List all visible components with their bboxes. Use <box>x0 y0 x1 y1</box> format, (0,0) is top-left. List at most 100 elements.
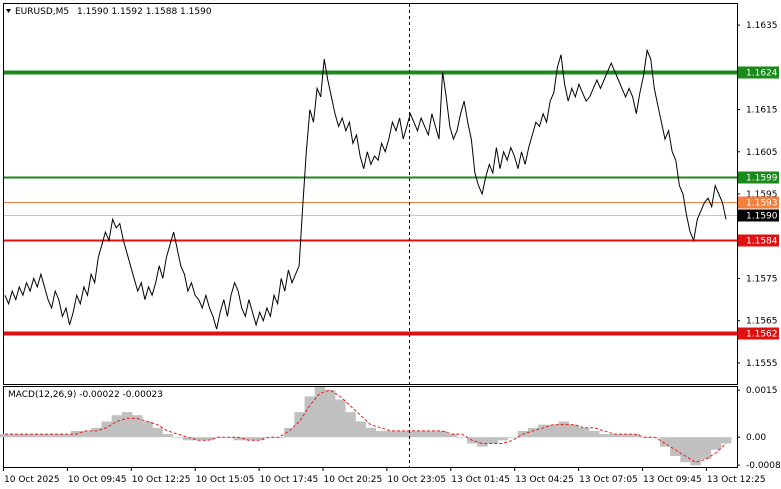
macd-histogram-bar <box>629 434 641 438</box>
time-tick-label: 10 Oct 17:45 <box>260 475 319 485</box>
macd-histogram-bar <box>446 434 458 438</box>
macd-histogram-bar <box>487 437 498 444</box>
time-tick-label: 10 Oct 2025 <box>4 475 60 485</box>
macd-histogram-bar <box>497 437 509 441</box>
price-tick-label: 1.1575 <box>746 274 778 284</box>
price-level-tag <box>738 171 779 184</box>
price-level-label: 1.1593 <box>746 199 778 209</box>
price-level-tag <box>738 209 779 222</box>
macd-label: MACD(12,26,9) -0.00022 -0.00023 <box>8 390 163 400</box>
ohlc-values: 1.1590 1.1592 1.1588 1.1590 <box>77 7 212 17</box>
macd-layer <box>0 387 732 466</box>
macd-histogram-bar <box>152 427 163 438</box>
macd-histogram-bar <box>203 437 214 441</box>
macd-histogram-bar <box>548 424 559 438</box>
macd-histogram-bar <box>192 437 204 441</box>
macd-histogram-bar <box>253 437 265 441</box>
macd-histogram-bar <box>375 430 387 438</box>
dropdown-arrow-icon[interactable] <box>6 9 11 13</box>
macd-histogram-bar <box>710 437 722 450</box>
macd-histogram-bar <box>477 437 488 447</box>
macd-histogram-bar <box>121 412 133 438</box>
macd-histogram-bar <box>345 412 356 438</box>
time-tick-label: 10 Oct 23:05 <box>387 475 446 485</box>
macd-histogram-bar <box>700 437 712 460</box>
price-series <box>4 48 727 330</box>
macd-histogram-bar <box>680 437 691 463</box>
macd-signal-line <box>5 389 727 463</box>
macd-histogram-bar <box>558 421 569 438</box>
macd-histogram-bar <box>599 434 610 438</box>
time-axis: 10 Oct 2025 10 Oct 09:45 10 Oct 12:25 10 Oc… <box>3 467 766 485</box>
macd-histogram-bar <box>243 437 255 441</box>
macd-histogram-bar <box>142 421 153 438</box>
price-tick-label: 1.1595 <box>746 190 778 200</box>
price-tick-label: 1.1615 <box>746 106 778 116</box>
macd-histogram-bar <box>284 427 295 438</box>
macd-histogram-bar <box>690 437 702 466</box>
macd-histogram-bar <box>395 430 407 438</box>
price-level-tag <box>738 196 779 209</box>
macd-histogram-bar <box>60 434 72 438</box>
macd-histogram-bar <box>40 434 52 438</box>
price-level-tag <box>738 234 779 247</box>
price-tick-label: 1.1635 <box>746 21 778 31</box>
time-tick-label: 10 Oct 20:25 <box>324 475 383 485</box>
time-tick-label: 13 Oct 04:25 <box>515 475 574 485</box>
macd-histogram-bar <box>670 437 681 457</box>
price-level-label: 1.1599 <box>746 174 778 184</box>
price-line <box>4 48 727 330</box>
macd-histogram-bar <box>385 430 397 438</box>
macd-histogram-bar <box>568 424 580 438</box>
macd-histogram-bar <box>111 415 123 438</box>
macd-histogram-bar <box>162 434 173 438</box>
price-tick-label: 1.1565 <box>746 317 778 327</box>
macd-tick-label: 0.0015 <box>746 386 778 396</box>
macd-histogram-bar <box>172 437 184 438</box>
time-tick-label: 13 Oct 09:45 <box>643 475 702 485</box>
time-tick-label: 13 Oct 01:45 <box>451 475 510 485</box>
macd-histogram-bar <box>81 430 92 438</box>
main-chart-frame <box>3 3 738 385</box>
macd-histogram-bar <box>720 437 732 444</box>
time-tick-label: 10 Oct 15:05 <box>196 475 255 485</box>
macd-histogram-bar <box>578 427 590 438</box>
macd-histogram-bar <box>304 396 316 438</box>
macd-histogram-bar <box>101 421 113 438</box>
macd-histogram-bar <box>10 434 21 438</box>
macd-histogram-bar <box>355 421 366 438</box>
price-level-tag <box>738 327 779 340</box>
macd-tick-label: -0.00089 <box>746 461 781 471</box>
macd-histogram-bar <box>294 412 305 438</box>
macd-histogram-bar <box>324 390 336 438</box>
macd-tick-label: 0.00 <box>746 433 766 443</box>
macd-histogram-bar <box>609 434 620 438</box>
macd-histogram-bar <box>456 437 468 438</box>
price-tick-label: 1.1555 <box>746 359 778 369</box>
macd-histogram-bar <box>619 434 630 438</box>
macd-histogram-bar <box>588 430 600 438</box>
macd-histogram-bar <box>365 427 377 438</box>
macd-histogram-bar <box>314 387 326 438</box>
time-tick-label: 13 Oct 07:05 <box>579 475 638 485</box>
macd-histogram-bar <box>91 427 102 438</box>
price-level-label: 1.1590 <box>746 212 778 222</box>
price-level-label: 1.1584 <box>746 237 778 247</box>
macd-histogram-bar <box>131 415 143 438</box>
price-axis: 1.1635 1.1615 1.1605 1.1595 1.1575 1.1565 1.15… <box>737 21 781 471</box>
macd-histogram-bar <box>659 437 671 447</box>
time-tick-label: 13 Oct 12:25 <box>707 475 766 485</box>
macd-histogram-bar <box>426 430 437 438</box>
macd-histogram-bar <box>436 430 448 438</box>
price-tick-label: 1.1605 <box>746 148 778 158</box>
price-level-tag <box>738 66 779 79</box>
price-level-label: 1.1562 <box>746 330 778 340</box>
macd-histogram-bar <box>527 427 539 438</box>
time-tick-label: 10 Oct 12:25 <box>132 475 191 485</box>
macd-histogram-bar <box>416 430 427 438</box>
macd-histogram-bar <box>20 434 31 438</box>
macd-histogram-bar <box>507 437 519 438</box>
macd-histogram-bar <box>30 434 41 438</box>
macd-histogram-bar <box>233 437 245 441</box>
